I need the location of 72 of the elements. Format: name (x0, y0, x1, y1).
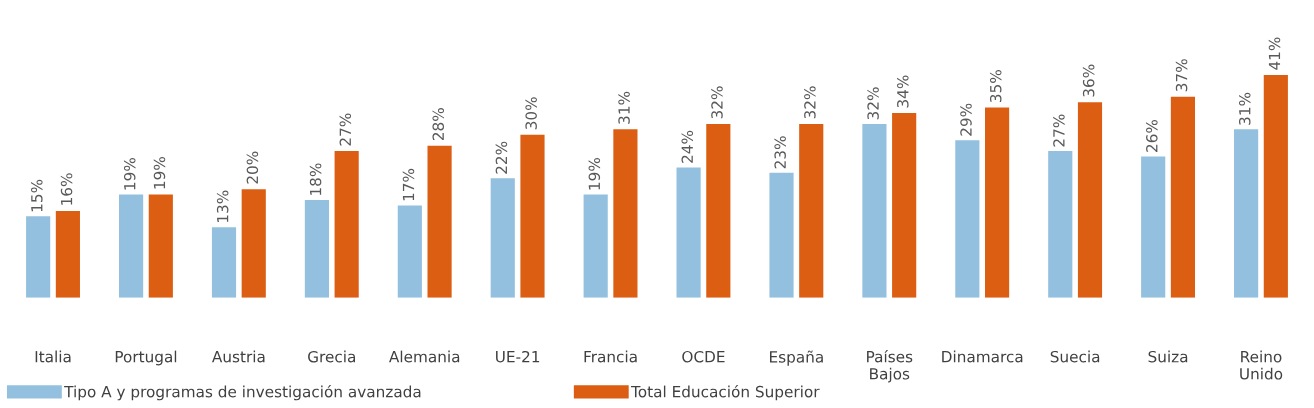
bar (1077, 102, 1103, 298)
bar (862, 123, 887, 298)
bar (211, 227, 237, 298)
data-label: 27% (339, 113, 352, 146)
data-label: 31% (1238, 92, 1251, 125)
x-tick-label: Dinamarca (942, 350, 1023, 363)
data-label: 35% (989, 70, 1002, 102)
data-label: 19% (588, 157, 601, 190)
data-label: 32% (867, 87, 879, 120)
data-label: 32% (804, 86, 816, 119)
bar (490, 178, 515, 298)
data-label: 30% (525, 97, 537, 130)
bar (583, 194, 608, 298)
data-label: 27% (1053, 114, 1065, 147)
data-label: 13% (216, 190, 229, 223)
x-tick-label: Alemania (389, 350, 460, 363)
bar (985, 107, 1010, 298)
bar (427, 145, 452, 298)
data-label: 17% (402, 168, 415, 201)
bar (334, 151, 359, 298)
bar (892, 113, 917, 298)
bar (676, 167, 701, 298)
data-label: 23% (774, 136, 786, 169)
legend-label: Total Educación Superior (631, 384, 820, 401)
bar (26, 216, 51, 298)
bar (304, 200, 329, 298)
legend-label: Tipo A y programas de investigación avanzada (64, 384, 421, 401)
data-label: 19% (123, 157, 136, 190)
x-tick-label: Portugal (115, 350, 177, 366)
bar (1234, 129, 1259, 298)
x-tick-label: Francia (584, 350, 637, 363)
bar (397, 205, 422, 298)
bar (1048, 151, 1073, 298)
bar (520, 134, 545, 298)
data-label: 32% (711, 86, 723, 119)
x-tick-label: UE-21 (496, 350, 540, 363)
x-tick-label: Austria (212, 350, 265, 363)
data-label: 29% (960, 103, 972, 136)
bar (148, 194, 173, 298)
bar (55, 210, 80, 298)
bar (769, 172, 794, 298)
data-label: 20% (246, 151, 259, 184)
bar (706, 123, 731, 298)
bar (241, 189, 266, 298)
bar (799, 123, 824, 298)
data-label: 22% (495, 141, 508, 174)
x-tick-label: Italia (35, 350, 71, 363)
data-label: 19% (153, 157, 166, 189)
data-label: 16% (60, 173, 73, 205)
x-tick-label: Grecia (308, 350, 355, 363)
data-label: 26% (1146, 119, 1158, 152)
data-label: 18% (309, 163, 322, 195)
data-label: 24% (681, 130, 694, 163)
data-label: 15% (31, 179, 43, 212)
bar (613, 129, 638, 298)
bar (955, 140, 980, 298)
data-label: 28% (432, 108, 444, 141)
x-tick-label: España (770, 350, 823, 366)
data-label: 34% (897, 75, 909, 108)
data-label: 41% (1268, 37, 1281, 70)
x-tick-label: OCDE (682, 350, 725, 363)
x-tick-label: Suiza (1148, 350, 1188, 363)
data-label: 37% (1175, 59, 1188, 92)
bar (1170, 96, 1195, 298)
x-tick-label: Reino Unido (1240, 350, 1283, 380)
bar (1141, 156, 1166, 298)
data-label: 36% (1082, 64, 1095, 97)
data-label: 31% (618, 91, 630, 124)
x-tick-label: Países Bajos (867, 350, 913, 383)
bar (119, 194, 144, 298)
bar (1263, 75, 1288, 298)
x-tick-label: Suecia (1050, 350, 1100, 363)
